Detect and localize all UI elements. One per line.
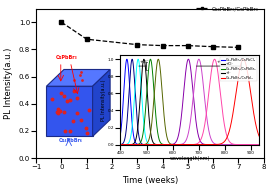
Cs₄PbBr₆/CsPbBr₃ bbox=[237, 46, 240, 49]
Cs₄PbBr₆/CsPbBr₃ bbox=[211, 46, 215, 48]
Cs₄PbBr₆/CsPbBr₃ bbox=[186, 44, 190, 47]
Cs₄PbBr₆/CsPbBr₃ bbox=[161, 44, 164, 47]
Legend: Cs₄PbBr₆/CsPbBr₃: Cs₄PbBr₆/CsPbBr₃ bbox=[194, 4, 261, 13]
X-axis label: Time (weeks): Time (weeks) bbox=[122, 176, 178, 185]
Cs₄PbBr₆/CsPbBr₃ bbox=[60, 21, 63, 23]
Cs₄PbBr₆/CsPbBr₃ bbox=[85, 38, 88, 40]
Cs₄PbBr₆/CsPbBr₃ bbox=[136, 43, 139, 46]
Y-axis label: PL Intensity(a.u.): PL Intensity(a.u.) bbox=[4, 48, 13, 119]
Line: Cs₄PbBr₆/CsPbBr₃: Cs₄PbBr₆/CsPbBr₃ bbox=[60, 21, 240, 49]
